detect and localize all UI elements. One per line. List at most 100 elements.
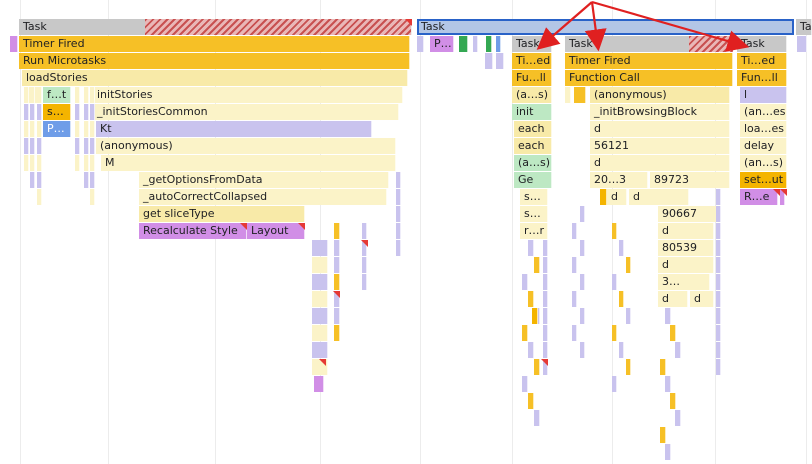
flame-bar[interactable]: 89723 bbox=[650, 172, 730, 188]
flame-bar[interactable] bbox=[572, 257, 577, 273]
flame-bar[interactable]: r…r bbox=[520, 223, 548, 239]
flame-bar[interactable] bbox=[312, 342, 328, 358]
flame-bar[interactable]: 90667 bbox=[658, 206, 718, 222]
flame-bar[interactable] bbox=[24, 155, 29, 171]
flame-bar[interactable] bbox=[90, 138, 95, 154]
flame-bar[interactable] bbox=[334, 240, 340, 256]
flame-bar[interactable] bbox=[75, 87, 80, 103]
flame-bar[interactable] bbox=[543, 274, 548, 290]
flame-bar[interactable] bbox=[619, 342, 624, 358]
flame-bar[interactable] bbox=[716, 308, 721, 324]
flame-bar[interactable] bbox=[543, 359, 548, 375]
flame-bar[interactable] bbox=[534, 359, 540, 375]
flame-bar[interactable] bbox=[90, 189, 95, 205]
function-call-bar[interactable]: Fun…ll bbox=[737, 70, 787, 86]
flame-bar[interactable] bbox=[362, 257, 367, 273]
task-bar[interactable]: Task bbox=[512, 36, 552, 52]
flame-bar[interactable] bbox=[543, 257, 548, 273]
flame-bar[interactable] bbox=[528, 240, 534, 256]
flame-bar[interactable] bbox=[626, 359, 631, 375]
flame-bar[interactable] bbox=[485, 53, 493, 69]
flame-bar[interactable] bbox=[572, 223, 577, 239]
anonymous-bar[interactable]: (anonymous) bbox=[96, 138, 396, 154]
flame-bar[interactable]: d bbox=[658, 291, 688, 307]
load-stories-bar[interactable]: loadStories bbox=[22, 70, 408, 86]
flame-bar[interactable]: d bbox=[607, 189, 627, 205]
flame-bar[interactable]: 56121 bbox=[590, 138, 730, 154]
flame-bar[interactable] bbox=[612, 376, 617, 392]
task-bar-selected[interactable]: Task bbox=[417, 19, 794, 35]
flame-bar[interactable] bbox=[670, 393, 676, 409]
flame-bar[interactable] bbox=[665, 308, 671, 324]
flame-bar[interactable] bbox=[334, 274, 340, 290]
flame-bar[interactable] bbox=[619, 240, 624, 256]
flame-bar[interactable] bbox=[797, 36, 807, 52]
flame-bar[interactable] bbox=[396, 223, 401, 239]
flame-bar[interactable] bbox=[780, 189, 785, 205]
flame-bar[interactable] bbox=[716, 240, 721, 256]
flame-bar[interactable] bbox=[522, 325, 528, 341]
flame-bar[interactable] bbox=[619, 291, 624, 307]
flame-bar[interactable] bbox=[496, 53, 504, 69]
flame-bar[interactable] bbox=[417, 36, 424, 52]
each-bar[interactable]: each bbox=[514, 121, 552, 137]
flame-bar[interactable] bbox=[90, 121, 95, 137]
flame-bar[interactable]: set…ut bbox=[740, 172, 787, 188]
flame-bar[interactable] bbox=[37, 155, 42, 171]
flame-bar[interactable] bbox=[716, 325, 721, 341]
flame-bar[interactable] bbox=[716, 189, 721, 205]
flame-bar[interactable]: (a…s) bbox=[512, 87, 552, 103]
flame-bar[interactable] bbox=[543, 325, 548, 341]
flame-bar[interactable]: d bbox=[658, 257, 714, 273]
kt-bar[interactable]: Kt bbox=[96, 121, 372, 137]
flame-bar[interactable] bbox=[486, 36, 492, 52]
flame-bar[interactable] bbox=[496, 36, 501, 52]
flame-bar[interactable] bbox=[84, 87, 89, 103]
flame-bar[interactable] bbox=[30, 155, 35, 171]
flame-bar[interactable] bbox=[675, 342, 681, 358]
timer-fired-bar[interactable]: Timer Fired bbox=[565, 53, 733, 69]
init-stories-common-bar[interactable]: _initStoriesCommon bbox=[93, 104, 399, 120]
flame-bar[interactable] bbox=[312, 257, 328, 273]
flame-bar[interactable] bbox=[626, 257, 631, 273]
flame-bar[interactable] bbox=[580, 342, 585, 358]
flame-bar[interactable] bbox=[90, 87, 95, 103]
flame-bar[interactable] bbox=[543, 342, 548, 358]
flame-bar[interactable] bbox=[24, 121, 29, 137]
flame-bar[interactable] bbox=[30, 104, 35, 120]
flame-bar[interactable] bbox=[312, 240, 328, 256]
flame-bar[interactable]: 80539 bbox=[658, 240, 714, 256]
flame-bar[interactable] bbox=[37, 87, 42, 103]
flame-bar[interactable] bbox=[716, 223, 721, 239]
timer-fired-bar[interactable]: Ti…ed bbox=[737, 53, 787, 69]
flame-bar[interactable]: l bbox=[740, 87, 787, 103]
flame-bar[interactable]: d bbox=[590, 121, 730, 137]
recalculate-style-bar[interactable]: Recalculate Style bbox=[139, 223, 247, 239]
flame-bar[interactable] bbox=[565, 87, 571, 103]
flame-bar[interactable] bbox=[532, 308, 538, 324]
flame-bar[interactable] bbox=[580, 308, 585, 324]
flame-bar[interactable] bbox=[24, 138, 29, 154]
flame-bar[interactable]: (an…es) bbox=[740, 104, 787, 120]
flame-bar[interactable] bbox=[528, 291, 534, 307]
flame-bar[interactable]: s… bbox=[520, 206, 548, 222]
flame-bar[interactable] bbox=[334, 257, 340, 273]
flame-bar[interactable] bbox=[396, 206, 401, 222]
flame-bar[interactable] bbox=[543, 240, 548, 256]
flame-bar[interactable]: loa…es bbox=[740, 121, 787, 137]
flame-bar[interactable] bbox=[30, 87, 35, 103]
flame-bar[interactable] bbox=[716, 274, 721, 290]
flame-bar[interactable] bbox=[716, 257, 721, 273]
flame-bar[interactable]: Ge bbox=[514, 172, 552, 188]
flame-bar[interactable] bbox=[612, 325, 617, 341]
flame-bar[interactable] bbox=[312, 274, 328, 290]
flame-bar[interactable] bbox=[522, 274, 528, 290]
flame-bar[interactable] bbox=[75, 121, 80, 137]
flame-bar[interactable] bbox=[473, 36, 478, 52]
flame-bar[interactable] bbox=[660, 359, 666, 375]
flame-bar[interactable] bbox=[396, 172, 401, 188]
run-microtasks-bar[interactable]: Run Microtasks bbox=[19, 53, 410, 69]
layout-bar[interactable]: Layout bbox=[247, 223, 305, 239]
flame-bar[interactable]: delay bbox=[740, 138, 787, 154]
